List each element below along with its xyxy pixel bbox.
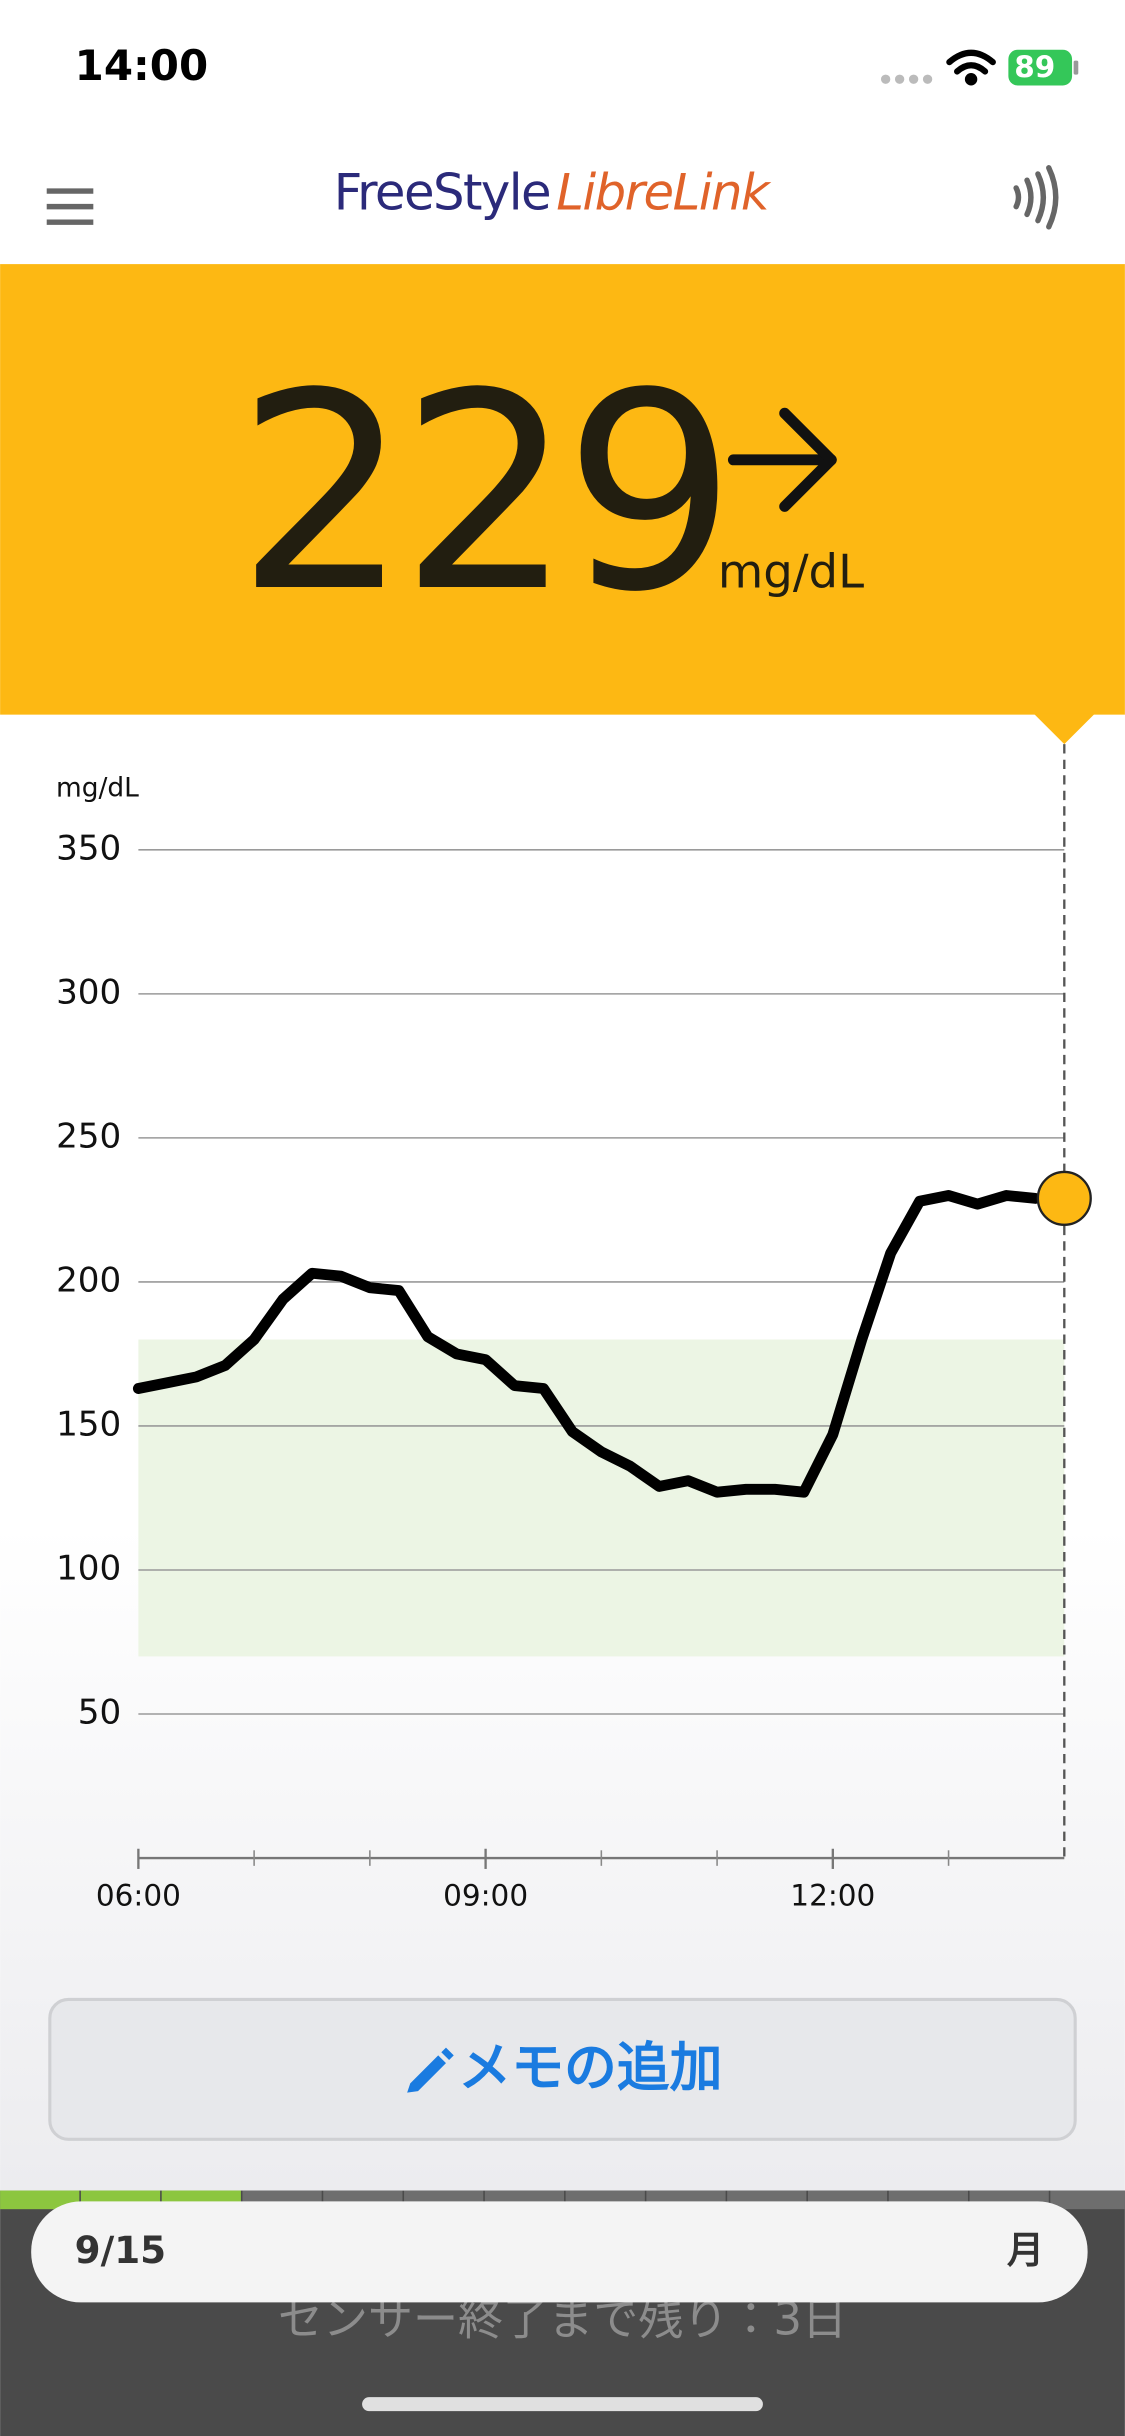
y-tick-label: 300 <box>56 972 121 1012</box>
y-tick-label: 50 <box>78 1693 121 1733</box>
x-tick-label: 12:00 <box>790 1878 875 1912</box>
reading-value: 229 <box>236 336 727 652</box>
date-pill <box>31 2201 1088 2303</box>
memo-label[interactable]: メモの追加 <box>458 2038 722 2099</box>
y-axis-label: mg/dL <box>56 773 139 804</box>
signal-icon <box>880 74 933 84</box>
target-range <box>138 1339 1065 1657</box>
reading-panel <box>0 264 1125 715</box>
weekday: 月 <box>1007 2228 1044 2272</box>
current-reading-dot <box>1036 1170 1092 1226</box>
y-tick-label: 150 <box>56 1404 121 1444</box>
reading-pointer <box>1033 713 1096 745</box>
status-time: 14:00 <box>75 41 209 90</box>
scan-button[interactable] <box>1013 165 1059 230</box>
battery-icon <box>1008 49 1073 86</box>
glucose-line <box>132 1190 1041 1498</box>
logo-product: LibreLink <box>556 163 772 221</box>
x-tick-label: 06:00 <box>96 1878 181 1912</box>
home-indicator <box>362 2397 763 2412</box>
reading-unit: mg/dL <box>718 544 864 598</box>
trend-arrow <box>727 407 837 512</box>
x-tick-label: 09:00 <box>443 1878 528 1912</box>
wifi-icon <box>946 49 996 86</box>
battery-tip <box>1073 60 1079 75</box>
progress-segment <box>1050 2190 1125 2210</box>
y-tick-label: 200 <box>56 1260 121 1300</box>
y-tick-label: 250 <box>56 1116 121 1156</box>
chart: mg/dL 50 100 150 200 250 300 350 06:00 09:00 12:0… <box>56 744 1092 1912</box>
y-tick-label: 350 <box>56 828 121 868</box>
progress-segment <box>0 2190 80 2210</box>
memo-button[interactable] <box>48 1997 1077 2141</box>
y-tick-label: 100 <box>56 1548 121 1588</box>
date: 9/15 <box>75 2228 166 2272</box>
logo-brand: FreeStyle <box>334 163 550 221</box>
battery-level: 89 <box>1014 50 1055 84</box>
pencil-icon <box>407 2047 454 2093</box>
menu-button[interactable] <box>46 188 94 225</box>
